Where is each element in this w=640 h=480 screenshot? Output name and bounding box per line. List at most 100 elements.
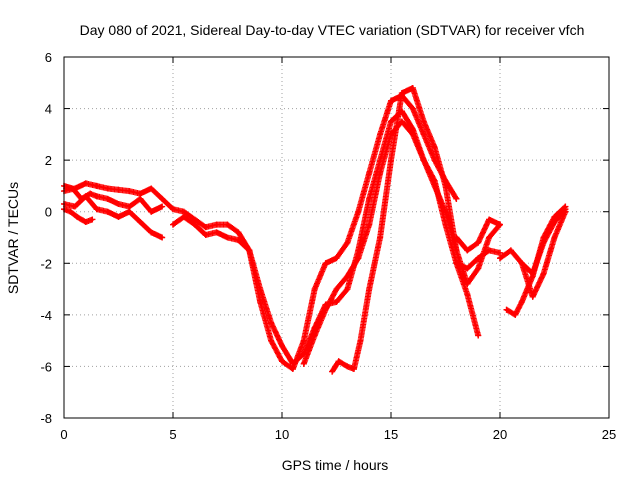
data-point [475,265,482,272]
data-point [170,206,176,213]
data-point [104,208,111,215]
x-tick-label: 10 [275,427,289,442]
data-point [289,360,296,367]
data-point [453,234,460,241]
data-layer [61,84,569,375]
data-point [344,273,351,280]
data-point [268,337,275,344]
data-point [420,131,427,138]
series-1 [61,92,460,373]
data-point [115,200,122,207]
data-point [333,286,340,293]
data-point [279,358,285,365]
data-point [377,234,384,241]
data-point [420,157,427,164]
series-7 [329,84,503,375]
data-point [366,195,373,202]
data-point [257,286,264,293]
data-point [322,260,329,267]
data-point [213,221,220,228]
data-point [377,131,384,138]
data-point [333,255,340,262]
data-point [464,247,471,254]
data-point [366,170,373,177]
data-point [529,273,536,280]
data-point [115,186,122,193]
data-point [344,363,351,370]
data-point [355,208,362,215]
series-4 [61,206,96,226]
data-point [191,216,198,223]
chart-title: Day 080 of 2021, Sidereal Day-to-day VTE… [80,22,585,38]
y-tick-label: 4 [45,102,52,117]
data-point [398,118,405,125]
data-point [540,234,547,241]
data-point [551,213,558,220]
data-point [420,118,427,125]
data-point [74,213,81,220]
data-point [366,221,373,228]
series-3 [61,182,166,215]
data-point [529,293,536,300]
data-point [475,239,482,246]
data-point [486,247,493,254]
data-point [82,180,89,187]
data-point [87,190,94,197]
data-point [497,249,503,256]
data-point [311,286,318,293]
data-point [148,185,155,192]
data-point [442,221,449,228]
data-point [518,298,525,305]
data-point [322,306,329,313]
series-markers [61,92,460,373]
series-markers [453,216,503,254]
data-point [268,319,275,326]
y-tick-label: 6 [45,50,52,65]
data-point [551,234,558,241]
data-point [562,208,569,215]
data-point [453,247,460,254]
data-point [104,185,111,192]
data-point [202,231,209,238]
y-tick-label: -4 [40,308,52,323]
y-axis-label: SDTVAR / TECUs [5,182,21,294]
data-point [409,105,416,112]
data-point [300,360,307,367]
data-point [126,203,133,210]
data-point [464,265,471,272]
data-point [329,368,336,375]
data-point [475,255,482,262]
data-point [540,270,547,277]
data-point [464,291,471,298]
data-point [202,224,209,231]
data-point [453,260,460,267]
data-point [388,118,394,125]
series-9 [453,247,503,272]
x-axis-label: GPS time / hours [282,457,389,473]
data-point [126,208,133,215]
x-tick-label: 20 [493,427,507,442]
data-point [431,177,438,184]
data-point [518,260,525,267]
data-point [93,182,100,189]
data-point [246,247,253,254]
data-point [78,195,85,202]
data-point [344,286,351,293]
data-point [67,208,74,215]
data-point [335,358,342,365]
x-tick-label: 5 [169,427,176,442]
data-point [486,216,493,223]
data-point [137,219,144,226]
data-point [311,332,318,339]
data-point [224,221,231,228]
data-point [289,366,296,373]
data-point [333,298,340,305]
data-point [442,182,449,189]
data-point [475,332,482,339]
data-point [409,131,416,138]
data-point [388,157,394,164]
data-point [224,234,231,241]
data-point [562,203,569,210]
data-point [497,221,503,228]
data-point [170,221,176,228]
